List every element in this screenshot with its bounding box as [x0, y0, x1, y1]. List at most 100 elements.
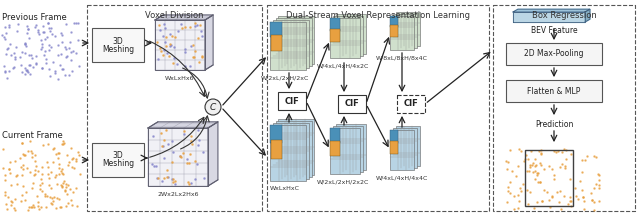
- Point: [522, 169, 532, 173]
- Point: [12, 173, 22, 177]
- Point: [57, 167, 67, 171]
- Point: [190, 177, 200, 181]
- Point: [515, 199, 525, 203]
- Point: [186, 44, 196, 47]
- Point: [156, 49, 166, 52]
- Point: [0, 26, 10, 29]
- Point: [31, 54, 42, 58]
- Point: [44, 43, 54, 46]
- Point: [534, 180, 545, 184]
- Point: [38, 30, 48, 33]
- Polygon shape: [585, 9, 590, 22]
- FancyBboxPatch shape: [270, 22, 306, 70]
- Point: [45, 74, 55, 77]
- Point: [152, 40, 163, 43]
- Point: [33, 201, 43, 204]
- Point: [45, 196, 56, 199]
- Point: [520, 157, 531, 161]
- Point: [527, 163, 538, 167]
- Point: [37, 173, 47, 176]
- Point: [534, 149, 544, 153]
- Point: [24, 170, 35, 174]
- Point: [561, 157, 572, 160]
- Point: [501, 159, 511, 162]
- Point: [10, 197, 20, 200]
- FancyBboxPatch shape: [390, 25, 398, 37]
- Point: [196, 34, 207, 38]
- Point: [503, 160, 513, 164]
- Point: [39, 54, 49, 57]
- Point: [570, 186, 580, 189]
- Point: [15, 199, 26, 202]
- FancyBboxPatch shape: [92, 143, 144, 177]
- Point: [518, 159, 529, 162]
- Point: [54, 166, 65, 170]
- Point: [550, 150, 561, 154]
- Point: [10, 51, 20, 55]
- Point: [26, 149, 36, 152]
- Point: [15, 157, 25, 160]
- Text: WxLxHxC: WxLxHxC: [270, 186, 300, 191]
- Point: [61, 22, 71, 26]
- Point: [573, 197, 583, 201]
- Point: [506, 149, 516, 152]
- Point: [594, 179, 604, 182]
- Point: [57, 142, 67, 146]
- Point: [33, 28, 44, 31]
- FancyBboxPatch shape: [397, 95, 425, 113]
- FancyBboxPatch shape: [506, 43, 602, 65]
- Point: [22, 68, 32, 71]
- Point: [4, 23, 14, 27]
- Point: [43, 21, 53, 25]
- Point: [67, 69, 77, 73]
- Point: [63, 73, 74, 77]
- Point: [560, 166, 570, 170]
- Point: [9, 66, 19, 69]
- Point: [44, 183, 54, 186]
- Point: [35, 183, 45, 186]
- Point: [162, 52, 172, 55]
- Point: [167, 35, 177, 38]
- Point: [532, 180, 543, 184]
- Text: W/2xL/2xH/2x2C: W/2xL/2xH/2x2C: [317, 179, 369, 184]
- FancyBboxPatch shape: [506, 80, 602, 102]
- Point: [163, 168, 173, 172]
- Point: [195, 24, 205, 27]
- Point: [175, 154, 186, 158]
- Point: [532, 174, 543, 177]
- Point: [591, 155, 602, 159]
- Point: [3, 47, 13, 50]
- Point: [0, 190, 10, 193]
- Point: [10, 55, 20, 59]
- Point: [586, 199, 596, 202]
- Point: [577, 159, 587, 162]
- Point: [30, 153, 40, 157]
- Point: [19, 154, 29, 157]
- Point: [60, 188, 70, 191]
- Point: [157, 180, 168, 183]
- Point: [571, 195, 581, 198]
- Point: [54, 197, 64, 200]
- Point: [28, 66, 38, 69]
- Point: [38, 30, 49, 34]
- Text: W/4xL/4xH/4x4C: W/4xL/4xH/4x4C: [376, 176, 428, 181]
- Point: [193, 138, 204, 141]
- Point: [58, 172, 68, 175]
- Point: [37, 42, 47, 46]
- Point: [24, 139, 35, 143]
- Point: [556, 162, 566, 165]
- Point: [44, 26, 54, 30]
- Point: [47, 196, 58, 200]
- Point: [0, 64, 9, 67]
- Point: [167, 160, 177, 164]
- Point: [27, 56, 37, 59]
- Point: [165, 42, 175, 45]
- Point: [22, 149, 33, 152]
- Point: [58, 140, 68, 143]
- Point: [18, 164, 28, 167]
- Point: [24, 70, 34, 74]
- Point: [22, 69, 33, 72]
- Point: [164, 54, 175, 57]
- Point: [0, 147, 8, 151]
- Point: [5, 161, 15, 164]
